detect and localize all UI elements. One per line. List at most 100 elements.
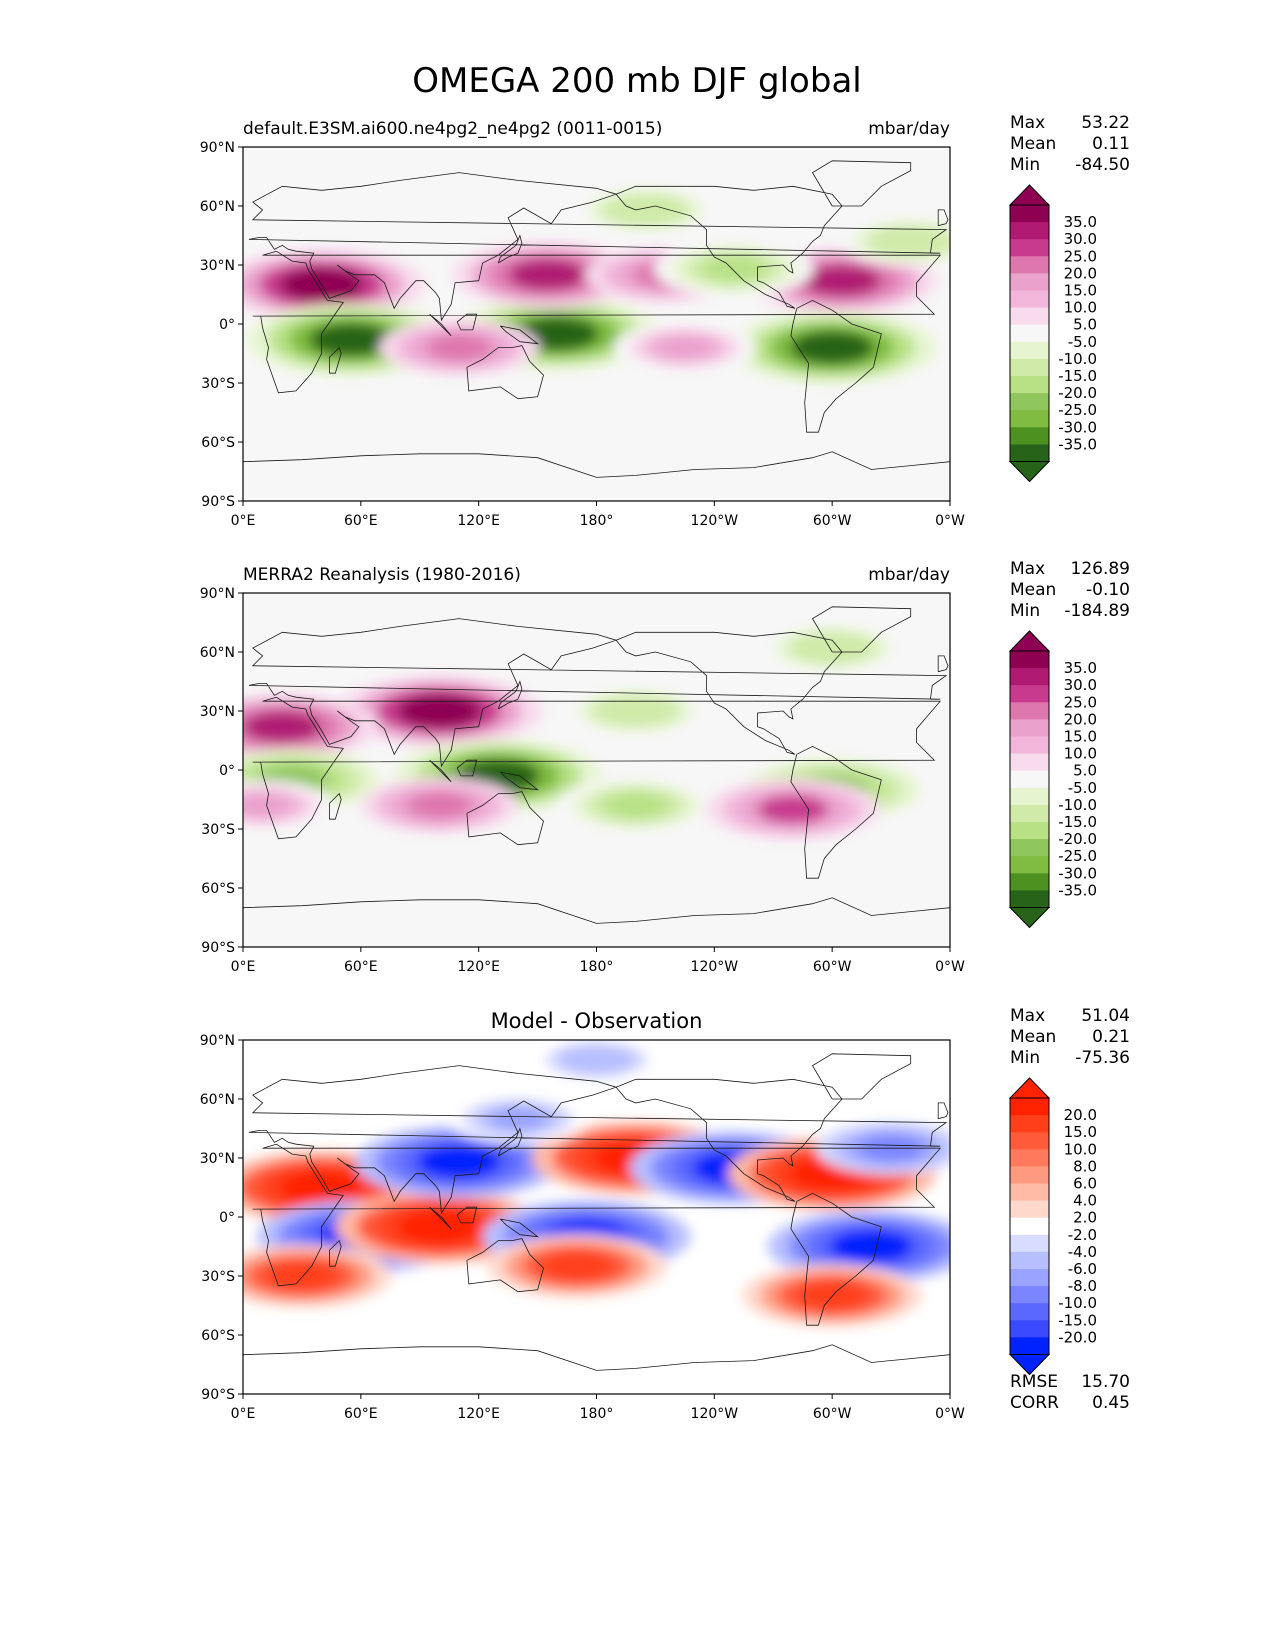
colorbar-bin bbox=[1010, 1149, 1049, 1167]
colorbar-bin bbox=[1010, 393, 1049, 411]
data-region-0-ring-3 bbox=[279, 1170, 364, 1205]
colorbar: 20.015.010.08.06.04.02.0-2.0-4.0-6.0-8.0… bbox=[1008, 1077, 1097, 1376]
y-tick-label: 90°S bbox=[201, 494, 235, 510]
colorbar-label: 8.0 bbox=[1073, 1157, 1097, 1175]
data-region-9-ring-3 bbox=[616, 198, 675, 222]
colorbar-label: -20.0 bbox=[1058, 1328, 1097, 1346]
colorbar-bin bbox=[1010, 1200, 1049, 1219]
colorbar-bin bbox=[1010, 1337, 1049, 1355]
colorbar-bin bbox=[1010, 736, 1049, 755]
colorbar-bin bbox=[1010, 358, 1049, 377]
y-tick-label: 90°N bbox=[200, 1033, 235, 1049]
colorbar-bin bbox=[1010, 804, 1049, 823]
x-tick-label: 60°W bbox=[813, 1406, 852, 1422]
data-region-5-ring-3 bbox=[603, 792, 668, 819]
metric-label-rmse: RMSE bbox=[1010, 1372, 1058, 1392]
colorbar-bin bbox=[1010, 668, 1049, 686]
y-tick-label: 90°N bbox=[200, 140, 235, 156]
x-tick-label: 60°E bbox=[344, 959, 378, 975]
panel-test: default.E3SM.ai600.ne4pg2_ne4pg2 (0011-0… bbox=[200, 113, 1130, 529]
colorbar-bin bbox=[1010, 256, 1049, 274]
colorbar-label: 20.0 bbox=[1064, 710, 1097, 728]
stat-value-max: 53.22 bbox=[1081, 113, 1130, 133]
colorbar-bin bbox=[1010, 822, 1049, 840]
x-tick-label: 180° bbox=[580, 959, 614, 975]
coastline bbox=[243, 160, 950, 478]
y-tick-label: 90°S bbox=[201, 1387, 235, 1403]
x-tick-label: 120°E bbox=[457, 513, 500, 529]
colorbar-extend-max bbox=[1008, 1077, 1051, 1099]
data-region-13-ring-3 bbox=[489, 1107, 547, 1131]
stat-label-max: Max bbox=[1010, 113, 1045, 133]
colorbar-label: -15.0 bbox=[1058, 1311, 1097, 1329]
stat-label-max: Max bbox=[1010, 559, 1045, 579]
colorbar-label: 30.0 bbox=[1064, 676, 1097, 694]
data-region-1-ring-3 bbox=[243, 711, 321, 743]
panel-title: Model - Observation bbox=[491, 1009, 703, 1033]
colorbar-bin bbox=[1010, 890, 1049, 908]
colorbar-bin bbox=[1010, 1217, 1049, 1236]
data-region-10-ring-3 bbox=[265, 1261, 338, 1291]
colorbar-bin bbox=[1010, 1269, 1049, 1287]
x-tick-label: 0°E bbox=[231, 959, 256, 975]
x-tick-label: 120°W bbox=[691, 959, 739, 975]
x-tick-label: 0°W bbox=[935, 959, 965, 975]
stat-label-min: Min bbox=[1010, 1048, 1040, 1068]
coastline bbox=[243, 606, 950, 924]
x-tick-label: 60°E bbox=[344, 513, 378, 529]
data-region-9-ring-3 bbox=[540, 1251, 613, 1281]
y-tick-label: 60°S bbox=[201, 435, 235, 451]
colorbar-label: 15.0 bbox=[1064, 1123, 1097, 1141]
colorbar-label: 10.0 bbox=[1064, 299, 1097, 317]
colorbar-extend-max bbox=[1008, 184, 1051, 206]
colorbar-label: -8.0 bbox=[1068, 1277, 1097, 1295]
metric-value-corr: 0.45 bbox=[1092, 1393, 1130, 1413]
stat-label-mean: Mean bbox=[1010, 134, 1056, 154]
colorbar-bin bbox=[1010, 685, 1049, 703]
data-region-2-ring-3 bbox=[397, 1209, 481, 1244]
colorbar-bin bbox=[1010, 1303, 1049, 1321]
colorbar-label: -30.0 bbox=[1058, 418, 1097, 436]
colorbar-bin bbox=[1010, 376, 1049, 394]
x-tick-label: 60°W bbox=[813, 959, 852, 975]
x-tick-label: 120°E bbox=[457, 1406, 500, 1422]
metric-value-rmse: 15.70 bbox=[1081, 1372, 1130, 1392]
colorbar-bin bbox=[1010, 341, 1049, 360]
stat-label-mean: Mean bbox=[1010, 1027, 1056, 1047]
colorbar-label: 6.0 bbox=[1073, 1175, 1097, 1193]
colorbar-label: -35.0 bbox=[1058, 435, 1097, 453]
colorbar-bin bbox=[1010, 787, 1049, 806]
x-tick-label: 0°W bbox=[935, 513, 965, 529]
colorbar-frame bbox=[1009, 1097, 1050, 1355]
colorbar-label: -2.0 bbox=[1068, 1226, 1097, 1244]
colorbar-bin bbox=[1010, 1183, 1049, 1202]
data-region-8-ring-3 bbox=[757, 795, 829, 824]
stat-value-min: -75.36 bbox=[1075, 1048, 1130, 1068]
data-region-6-ring-3 bbox=[606, 699, 665, 723]
x-tick-label: 120°W bbox=[691, 513, 739, 529]
data-region-3-ring-3 bbox=[509, 259, 586, 291]
y-tick-label: 90°N bbox=[200, 586, 235, 602]
data-region-9-ring-3 bbox=[407, 792, 472, 819]
y-tick-label: 60°S bbox=[201, 881, 235, 897]
y-tick-label: 30°S bbox=[201, 376, 235, 392]
stat-label-min: Min bbox=[1010, 601, 1040, 621]
colorbar-extend-min bbox=[1008, 907, 1051, 929]
x-tick-label: 60°W bbox=[813, 513, 852, 529]
data-region-14-ring-3 bbox=[570, 1049, 623, 1071]
colorbar-bin bbox=[1010, 856, 1049, 874]
panel-title-left: default.E3SM.ai600.ne4pg2_ne4pg2 (0011-0… bbox=[243, 119, 662, 139]
stat-value-min: -184.89 bbox=[1064, 601, 1130, 621]
metric-label-corr: CORR bbox=[1010, 1393, 1059, 1413]
y-tick-label: 60°N bbox=[200, 199, 235, 215]
colorbar-frame bbox=[1009, 204, 1050, 462]
colorbar-bin bbox=[1010, 1234, 1049, 1253]
stat-label-max: Max bbox=[1010, 1006, 1045, 1026]
colorbar: 35.030.025.020.015.010.05.0-5.0-10.0-15.… bbox=[1008, 184, 1097, 483]
colorbar-extend-min bbox=[1008, 461, 1051, 483]
stat-value-mean: -0.10 bbox=[1086, 580, 1130, 600]
colorbar-label: -15.0 bbox=[1058, 813, 1097, 831]
colorbar-bin bbox=[1010, 205, 1049, 223]
colorbar-bin bbox=[1010, 1132, 1049, 1150]
